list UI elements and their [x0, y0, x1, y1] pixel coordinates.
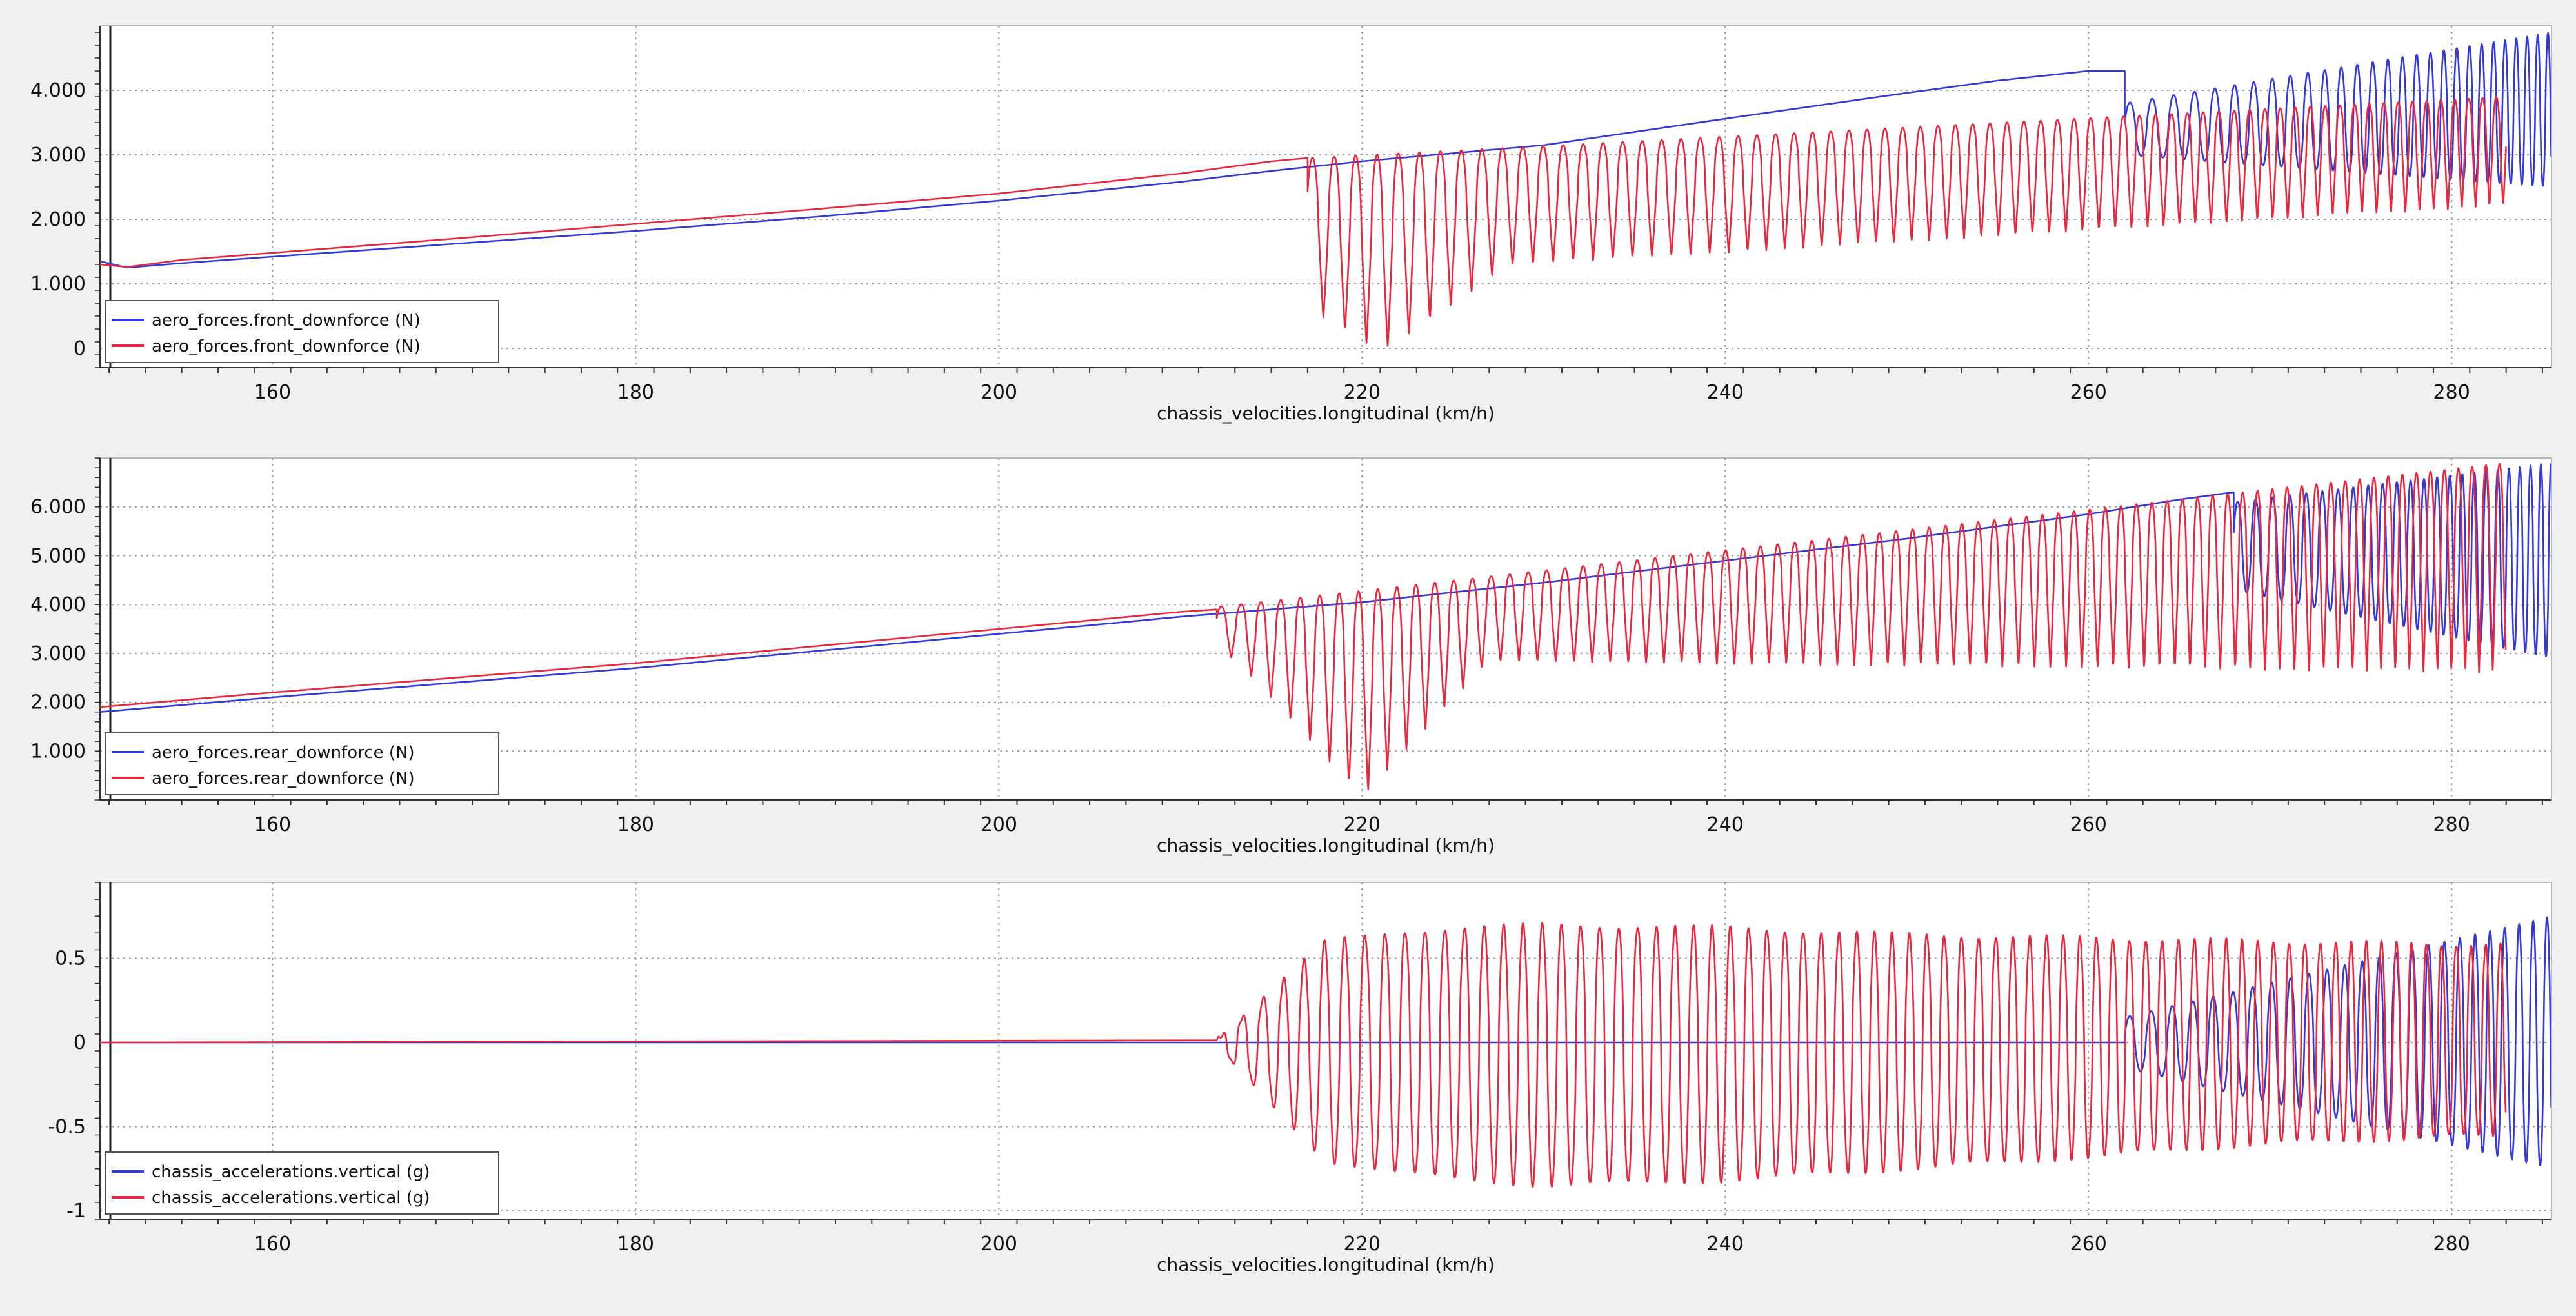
x-axis-label: chassis_velocities.longitudinal (km/h) [1157, 403, 1495, 424]
y-tick-label: 0 [74, 337, 86, 360]
x-tick-label: 280 [2433, 1233, 2470, 1255]
x-tick-label: 280 [2433, 381, 2470, 404]
y-tick-label: 0.5 [55, 947, 86, 970]
x-tick-label: 260 [2070, 813, 2107, 836]
legend-entry[interactable]: aero_forces.rear_downforce (N) [152, 769, 415, 788]
y-tick-label: 2.000 [30, 208, 86, 231]
x-tick-label: 200 [981, 813, 1017, 836]
x-tick-label: 160 [254, 1233, 291, 1255]
legend-entry[interactable]: aero_forces.front_downforce (N) [152, 337, 421, 356]
x-tick-label: 180 [617, 813, 654, 836]
plot-area[interactable] [99, 25, 2552, 368]
plot-area[interactable] [99, 882, 2552, 1220]
y-tick-label: 6.000 [30, 496, 86, 519]
y-tick-label: 5.000 [30, 544, 86, 567]
legend: chassis_accelerations.vertical (g) chassi… [105, 1152, 499, 1215]
x-tick-label: 240 [1707, 381, 1744, 404]
legend-entry[interactable]: aero_forces.rear_downforce (N) [152, 743, 415, 763]
chart-panel-1: 160 180 200 220 240 260 280 0 1.000 2.000 3.000 4.0… [30, 25, 2552, 424]
legend: aero_forces.rear_downforce (N) aero_force… [105, 732, 499, 795]
chart-panel-2: 160 180 200 220 240 260 280 1.000 2.000 3.000 4.00… [30, 457, 2552, 856]
y-tick-label: 1.000 [30, 273, 86, 295]
x-tick-label: 260 [2070, 381, 2107, 404]
y-tick-label: 2.000 [30, 692, 86, 714]
x-tick-label: 200 [981, 381, 1017, 404]
x-tick-label: 200 [981, 1233, 1017, 1255]
series-line-red[interactable] [100, 96, 2507, 347]
chart-panel-3: 160 180 200 220 240 260 280 -1 -0.5 0 0.5 chassis_v… [48, 882, 2552, 1275]
legend-entry[interactable]: chassis_accelerations.vertical (g) [152, 1162, 430, 1182]
legend-entry[interactable]: aero_forces.front_downforce (N) [152, 311, 421, 330]
x-tick-label: 220 [1344, 813, 1381, 836]
x-axis-label: chassis_velocities.longitudinal (km/h) [1157, 1254, 1495, 1275]
legend-entry[interactable]: chassis_accelerations.vertical (g) [152, 1188, 430, 1208]
series-line-red[interactable] [100, 922, 2507, 1188]
x-tick-label: 280 [2433, 813, 2470, 836]
series-line-blue[interactable] [100, 463, 2551, 713]
x-tick-label: 160 [254, 813, 291, 836]
x-tick-label: 180 [617, 1233, 654, 1255]
x-axis-label: chassis_velocities.longitudinal (km/h) [1157, 835, 1495, 856]
y-tick-label: 4.000 [30, 79, 86, 102]
x-tick-label: 220 [1344, 381, 1381, 404]
legend: aero_forces.front_downforce (N) aero_forc… [105, 300, 499, 363]
y-tick-label: 3.000 [30, 643, 86, 665]
y-tick-label: 3.000 [30, 144, 86, 166]
series-line-red[interactable] [100, 463, 2507, 790]
y-tick-label: -1 [66, 1200, 86, 1222]
y-tick-label: 4.000 [30, 593, 86, 616]
x-tick-label: 180 [617, 381, 654, 404]
x-tick-label: 240 [1707, 813, 1744, 836]
y-tick-label: 1.000 [30, 740, 86, 763]
series-line-blue[interactable] [100, 32, 2551, 269]
x-tick-label: 220 [1344, 1233, 1381, 1255]
x-tick-label: 160 [254, 381, 291, 404]
y-tick-label: -0.5 [48, 1115, 86, 1138]
x-tick-label: 260 [2070, 1233, 2107, 1255]
y-tick-label: 0 [74, 1032, 86, 1054]
x-tick-label: 240 [1707, 1233, 1744, 1255]
